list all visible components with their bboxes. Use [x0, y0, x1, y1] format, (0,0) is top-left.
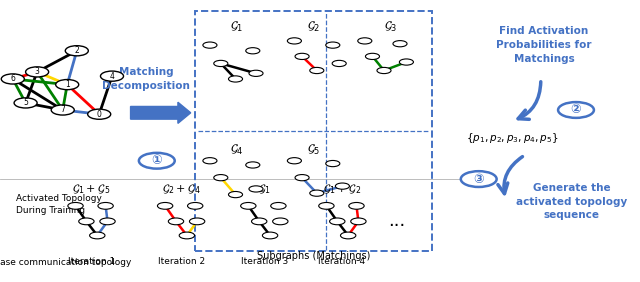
Text: $\mathcal{G}_{2}$: $\mathcal{G}_{2}$	[307, 20, 320, 34]
Circle shape	[228, 191, 243, 198]
Text: 4: 4	[109, 72, 115, 81]
Circle shape	[14, 98, 37, 108]
Circle shape	[189, 218, 205, 225]
Text: $\mathcal{G}_1 + \mathcal{G}_2$: $\mathcal{G}_1 + \mathcal{G}_2$	[323, 182, 361, 196]
Text: $\{p_1, p_2, p_3, p_4, p_5\}$: $\{p_1, p_2, p_3, p_4, p_5\}$	[466, 131, 558, 145]
Circle shape	[393, 41, 407, 47]
Text: Iteration 2: Iteration 2	[157, 257, 205, 266]
Circle shape	[90, 232, 105, 239]
Circle shape	[100, 71, 124, 81]
Circle shape	[310, 67, 324, 74]
Text: Subgraphs (Matchings): Subgraphs (Matchings)	[257, 251, 371, 261]
Text: 2: 2	[74, 46, 79, 55]
Circle shape	[271, 202, 286, 209]
Text: $\mathcal{G}_{1}$: $\mathcal{G}_{1}$	[230, 20, 243, 34]
Circle shape	[295, 175, 309, 181]
Text: $\mathcal{G}_1$: $\mathcal{G}_1$	[258, 182, 271, 196]
Text: Matching
Decomposition: Matching Decomposition	[102, 67, 190, 91]
Circle shape	[79, 218, 94, 225]
Circle shape	[246, 162, 260, 168]
Circle shape	[326, 160, 340, 167]
Circle shape	[365, 53, 380, 60]
Circle shape	[241, 202, 256, 209]
Circle shape	[249, 70, 263, 76]
Text: ②: ②	[571, 103, 581, 116]
Circle shape	[287, 38, 301, 44]
Circle shape	[1, 74, 24, 84]
Circle shape	[252, 218, 267, 225]
Text: $\mathcal{G}_{5}$: $\mathcal{G}_{5}$	[307, 142, 320, 157]
Circle shape	[26, 67, 49, 77]
Text: Find Activation
Probabilities for
Matchings: Find Activation Probabilities for Matchi…	[496, 26, 592, 64]
Circle shape	[332, 60, 346, 67]
Circle shape	[188, 202, 203, 209]
Circle shape	[65, 46, 88, 56]
Circle shape	[139, 153, 175, 169]
Circle shape	[319, 202, 334, 209]
Circle shape	[179, 232, 195, 239]
Circle shape	[262, 232, 278, 239]
Text: Base communication topology: Base communication topology	[0, 258, 131, 267]
Circle shape	[377, 67, 391, 74]
Circle shape	[228, 76, 243, 82]
Circle shape	[203, 42, 217, 48]
Text: 1: 1	[65, 80, 70, 89]
Text: Iteration 1: Iteration 1	[68, 257, 115, 266]
Text: ③: ③	[474, 173, 484, 186]
Circle shape	[157, 202, 173, 209]
Circle shape	[287, 158, 301, 164]
Circle shape	[326, 42, 340, 48]
Circle shape	[351, 218, 366, 225]
Text: 5: 5	[23, 98, 28, 107]
FancyArrow shape	[131, 102, 191, 124]
Circle shape	[98, 202, 113, 209]
Circle shape	[358, 38, 372, 44]
Circle shape	[56, 80, 79, 90]
Text: Activated Topology
During Training: Activated Topology During Training	[16, 194, 102, 215]
Text: ①: ①	[152, 154, 162, 167]
Circle shape	[88, 109, 111, 119]
Circle shape	[461, 171, 497, 187]
Circle shape	[51, 105, 74, 115]
Text: $\mathcal{G}_1 + \mathcal{G}_5$: $\mathcal{G}_1 + \mathcal{G}_5$	[72, 182, 111, 196]
Circle shape	[68, 202, 83, 209]
Text: $\mathcal{G}_{3}$: $\mathcal{G}_{3}$	[383, 20, 397, 34]
Text: 6: 6	[10, 74, 15, 83]
Circle shape	[273, 218, 288, 225]
Circle shape	[295, 53, 309, 60]
Text: 3: 3	[35, 67, 40, 76]
Circle shape	[340, 232, 356, 239]
Text: $\mathcal{G}_{4}$: $\mathcal{G}_{4}$	[230, 142, 244, 157]
Circle shape	[246, 48, 260, 54]
Circle shape	[330, 218, 345, 225]
Text: $\mathcal{G}_2 + \mathcal{G}_4$: $\mathcal{G}_2 + \mathcal{G}_4$	[162, 182, 200, 196]
Circle shape	[349, 202, 364, 209]
Text: Iteration 3: Iteration 3	[241, 257, 288, 266]
Circle shape	[214, 175, 228, 181]
Circle shape	[168, 218, 184, 225]
Circle shape	[558, 102, 594, 118]
Text: Iteration 4: Iteration 4	[318, 257, 365, 266]
Text: Generate the
activated topology
sequence: Generate the activated topology sequence	[516, 183, 627, 220]
Circle shape	[100, 218, 115, 225]
Circle shape	[203, 158, 217, 164]
Text: 0: 0	[97, 110, 102, 119]
Circle shape	[399, 59, 413, 65]
Text: ...: ...	[388, 212, 405, 230]
Circle shape	[249, 186, 263, 192]
Circle shape	[214, 60, 228, 67]
Circle shape	[335, 183, 349, 189]
Text: 7: 7	[60, 105, 65, 114]
Circle shape	[310, 190, 324, 196]
